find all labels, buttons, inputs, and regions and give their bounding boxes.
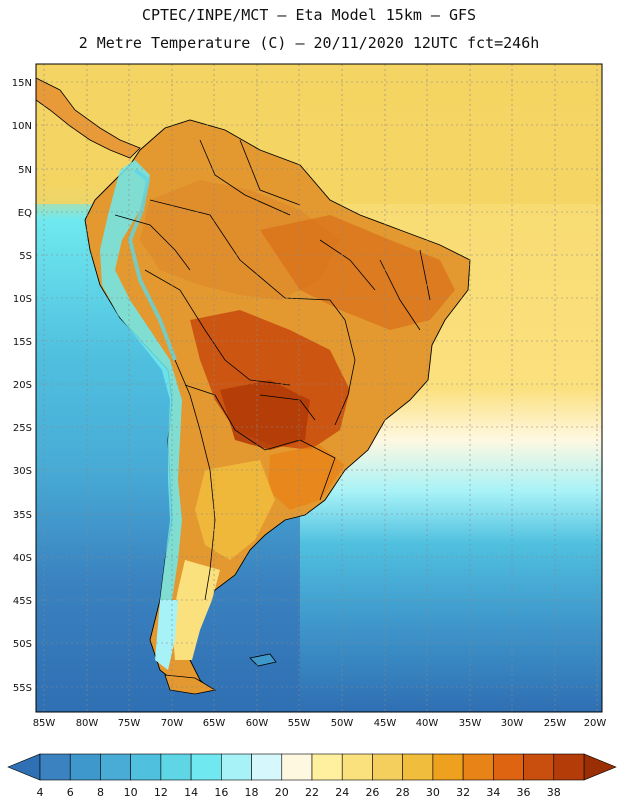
patagonia-cold: [155, 600, 178, 670]
northeast-hot: [260, 215, 455, 330]
lat-label: 15N: [12, 78, 32, 89]
colorbar-segments: [39, 753, 585, 781]
lon-label: 55W: [288, 718, 311, 729]
country-borders: [114, 139, 431, 601]
title-line-2: 2 Metre Temperature (C) – 20/11/2020 12U…: [78, 34, 540, 52]
lat-label: 50S: [13, 639, 32, 650]
colorbar-segment: [462, 753, 494, 781]
colorbar-label: 36: [517, 786, 531, 799]
colorbar-label: 8: [97, 786, 104, 799]
colorbar-segment: [432, 753, 464, 781]
colorbar-label: 16: [214, 786, 228, 799]
colorbar: 4 6 8 10 12 14 16 18 20 22 24 26 28 30 3…: [7, 753, 617, 799]
lat-label: 5N: [18, 165, 32, 176]
south-brazil-warm: [268, 445, 345, 510]
colorbar-segment: [130, 753, 162, 781]
colorbar-labels: 4 6 8 10 12 14 16 18 20 22 24 26 28 30 3…: [37, 786, 561, 799]
lat-label: 15S: [13, 337, 32, 348]
colorbar-segment: [402, 753, 434, 781]
lon-label: 30W: [501, 718, 524, 729]
lon-label: 40W: [416, 718, 439, 729]
lon-label: 85W: [33, 718, 56, 729]
map-field: [36, 64, 602, 712]
lon-label: 25W: [544, 718, 567, 729]
lat-label: EQ: [18, 208, 32, 219]
lat-label: 40S: [13, 553, 32, 564]
colorbar-left-arrow: [7, 753, 41, 781]
colorbar-segment: [190, 753, 222, 781]
colorbar-segment: [100, 753, 131, 781]
lon-label: 75W: [118, 718, 141, 729]
longitude-labels: 85W 80W 75W 70W 65W 60W 55W 50W 45W 40W …: [33, 718, 607, 729]
map-frame: [35, 63, 603, 713]
lon-label: 65W: [203, 718, 226, 729]
colorbar-label: 12: [154, 786, 168, 799]
grid-lines: [36, 64, 602, 712]
lon-label: 50W: [331, 718, 354, 729]
colorbar-label: 30: [426, 786, 440, 799]
lon-label: 35W: [459, 718, 482, 729]
colorbar-segment: [493, 753, 524, 781]
colorbar-segment: [341, 753, 373, 781]
falkland-islands: [249, 653, 277, 667]
colorbar-segment: [553, 753, 585, 781]
land-central-america: [36, 77, 141, 159]
colorbar-segment: [221, 753, 252, 781]
andes-ridge: [127, 168, 177, 361]
colorbar-label: 14: [184, 786, 198, 799]
colorbar-label: 38: [547, 786, 561, 799]
lon-label: 80W: [76, 718, 99, 729]
colorbar-label: 20: [275, 786, 289, 799]
lat-label: 35S: [13, 510, 32, 521]
colorbar-segment: [281, 753, 313, 781]
lat-label: 45S: [13, 596, 32, 607]
lat-label: 20S: [13, 380, 32, 391]
chaco-hottest: [220, 380, 310, 450]
colorbar-label: 18: [245, 786, 259, 799]
lat-label: 5S: [19, 251, 32, 262]
latitude-labels: 15N 10N 5N EQ 5S 10S 15S 20S 25S 30S 35S…: [12, 78, 32, 694]
lon-label: 60W: [246, 718, 269, 729]
colorbar-label: 32: [456, 786, 470, 799]
colorbar-label: 10: [124, 786, 138, 799]
lon-label: 20W: [584, 718, 607, 729]
lat-label: 30S: [13, 466, 32, 477]
lat-label: 10S: [13, 294, 32, 305]
lon-label: 45W: [374, 718, 397, 729]
lat-label: 25S: [13, 423, 32, 434]
lat-label: 10N: [12, 121, 32, 132]
colorbar-label: 26: [365, 786, 379, 799]
colorbar-label: 22: [305, 786, 319, 799]
colorbar-label: 34: [486, 786, 500, 799]
colorbar-segment: [251, 753, 283, 781]
lat-label: 55S: [13, 683, 32, 694]
colorbar-segment: [372, 753, 403, 781]
colorbar-segment: [39, 753, 71, 781]
colorbar-segment: [311, 753, 343, 781]
pampas-warm: [195, 460, 275, 560]
lon-label: 70W: [161, 718, 184, 729]
colorbar-label: 4: [37, 786, 44, 799]
colorbar-label: 28: [396, 786, 410, 799]
tierra-del-fuego: [164, 674, 217, 695]
colorbar-segment: [69, 753, 101, 781]
colorbar-label: 24: [335, 786, 349, 799]
colorbar-segment: [523, 753, 555, 781]
colorbar-right-arrow: [583, 753, 617, 781]
title-line-1: CPTEC/INPE/MCT – Eta Model 15km – GFS: [141, 6, 477, 24]
colorbar-label: 6: [67, 786, 74, 799]
colorbar-segment: [160, 753, 192, 781]
patagonia-warm: [172, 560, 220, 660]
